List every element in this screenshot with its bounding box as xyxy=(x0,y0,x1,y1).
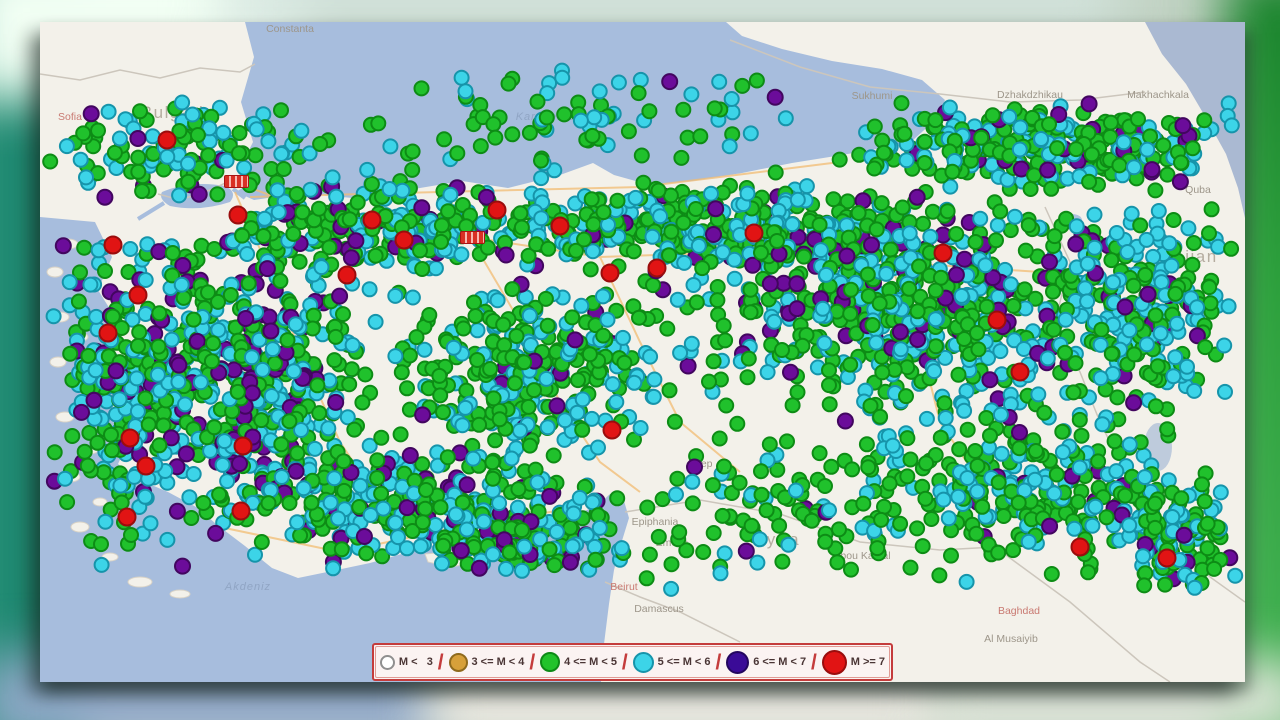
legend-item: 4 <= M < 5 xyxy=(540,652,617,672)
legend-separator: / xyxy=(811,650,817,674)
legend-items: M < 3 / 3 <= M < 4 / 4 <= M < 5 / 5 <= M < 6 / 6… xyxy=(375,646,890,678)
legend-item: M >= 7 xyxy=(821,649,885,675)
legend-label: M >= 7 xyxy=(850,656,885,668)
map-label: Constanta xyxy=(266,23,314,35)
legend-item: 3 <= M < 4 xyxy=(448,652,525,672)
map-label: Beirut xyxy=(610,581,638,593)
legend-item: 5 <= M < 6 xyxy=(632,651,711,673)
route-shield xyxy=(224,175,249,188)
map-label: Al Musaiyib xyxy=(984,633,1038,645)
map-label: Sukhumi xyxy=(852,90,893,102)
legend-dot-icon xyxy=(448,652,468,672)
legend-item: 6 <= M < 7 xyxy=(726,650,807,674)
legend-label: 6 <= M < 7 xyxy=(753,656,807,668)
caspian-sea xyxy=(1145,22,1245,218)
map-label: Sofia xyxy=(58,111,82,123)
legend-dot-icon xyxy=(379,654,395,670)
major-earthquake-dots-layer xyxy=(98,130,1177,568)
legend-separator: / xyxy=(621,650,628,674)
dardanelles-strait xyxy=(136,201,166,221)
legend-dot-icon xyxy=(632,651,654,673)
map-label: Baghdad xyxy=(998,605,1040,617)
map-label: Quba xyxy=(1185,184,1211,196)
legend-dot-icon xyxy=(821,649,847,675)
earthquake-dots-layer xyxy=(42,62,1244,597)
legend-label: 5 <= M < 6 xyxy=(657,656,711,668)
map-label: Akdeniz xyxy=(224,581,271,593)
legend-label: M < 3 xyxy=(398,656,433,668)
map-label: Damascus xyxy=(634,603,684,615)
map-label: Dzhakdzhikau xyxy=(997,89,1063,101)
legend-dot-icon xyxy=(540,652,561,672)
magnitude-legend: M < 3 / 3 <= M < 4 / 4 <= M < 5 / 5 <= M < 6 / 6… xyxy=(372,643,893,681)
bosphorus-strait xyxy=(231,187,247,200)
legend-separator: / xyxy=(715,650,722,674)
legend-item: M < 3 xyxy=(379,654,433,670)
earthquake-map[interactable]: ConstantaSofiaBulgariaKaradenizSukhumiDz… xyxy=(40,22,1245,682)
legend-separator: / xyxy=(529,650,536,674)
route-shield xyxy=(460,231,485,244)
map-label: Epiphania xyxy=(632,516,679,528)
legend-separator: / xyxy=(437,650,444,674)
legend-label: 3 <= M < 4 xyxy=(471,656,525,668)
map-label: Makhachkala xyxy=(1127,89,1189,101)
legend-dot-icon xyxy=(726,650,750,674)
legend-label: 4 <= M < 5 xyxy=(564,656,617,668)
